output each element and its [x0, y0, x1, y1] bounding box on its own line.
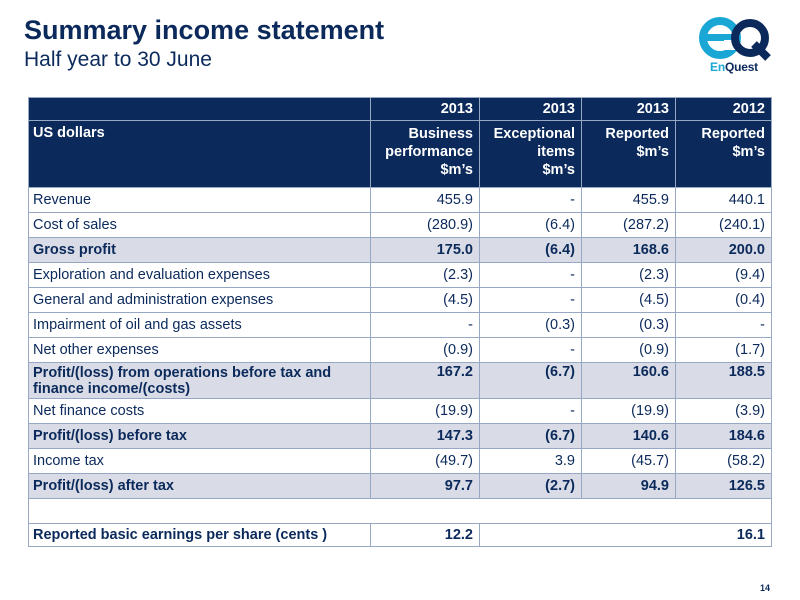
- column-header-row: US dollars Business performance $m’s Exc…: [28, 120, 772, 188]
- row-label: Profit/(loss) from operations before tax…: [28, 362, 371, 399]
- income-statement-table: 2013 2013 2013 2012 US dollars Business …: [28, 97, 772, 547]
- table-row: General and administration expenses (4.5…: [28, 287, 772, 313]
- table-row: Cost of sales (280.9) (6.4) (287.2) (240…: [28, 212, 772, 238]
- row-label: Exploration and evaluation expenses: [28, 262, 371, 288]
- enquest-logo: EnQuest: [694, 16, 774, 76]
- cell-value: (0.4): [675, 287, 772, 313]
- table-row-subtotal: Gross profit 175.0 (6.4) 168.6 200.0: [28, 237, 772, 263]
- row-label: Income tax: [28, 448, 371, 474]
- cell-value: (4.5): [370, 287, 480, 313]
- cell-value: -: [675, 312, 772, 338]
- cell-value: -: [479, 287, 582, 313]
- table-row-subtotal: Profit/(loss) before tax 147.3 (6.7) 140…: [28, 423, 772, 449]
- row-label: Cost of sales: [28, 212, 371, 238]
- year-header-row: 2013 2013 2013 2012: [28, 97, 772, 121]
- cell-value: (45.7): [581, 448, 676, 474]
- cell-value: 167.2: [370, 362, 480, 399]
- cell-value: -: [479, 262, 582, 288]
- page-title: Summary income statement: [24, 15, 385, 45]
- row-label: Reported basic earnings per share (cents…: [28, 523, 371, 547]
- cell-value: (9.4): [675, 262, 772, 288]
- column-header-exceptional-items: Exceptional items $m’s: [479, 120, 582, 188]
- cell-value: 455.9: [370, 187, 480, 213]
- eq-monogram-icon: [699, 17, 771, 61]
- table-row: Income tax (49.7) 3.9 (45.7) (58.2): [28, 448, 772, 474]
- label-column-header: US dollars: [28, 120, 371, 188]
- year-header: 2013: [581, 97, 676, 121]
- table-row-subtotal: Profit/(loss) after tax 97.7 (2.7) 94.9 …: [28, 473, 772, 499]
- cell-value: (6.4): [479, 212, 582, 238]
- row-label: Profit/(loss) before tax: [28, 423, 371, 449]
- cell-value: (49.7): [370, 448, 480, 474]
- table-row: Net finance costs (19.9) - (19.9) (3.9): [28, 398, 772, 424]
- cell-value: (0.3): [479, 312, 582, 338]
- cell-value: 160.6: [581, 362, 676, 399]
- cell-value: (0.9): [581, 337, 676, 363]
- cell-value: 94.9: [581, 473, 676, 499]
- cell-value: 97.7: [370, 473, 480, 499]
- table-row-subtotal: Profit/(loss) from operations before tax…: [28, 362, 772, 399]
- cell-value: 175.0: [370, 237, 480, 263]
- cell-value: (280.9): [370, 212, 480, 238]
- row-label: Revenue: [28, 187, 371, 213]
- table-row: Net other expenses (0.9) - (0.9) (1.7): [28, 337, 772, 363]
- year-header: 2013: [479, 97, 582, 121]
- column-header-business-performance: Business performance $m’s: [370, 120, 480, 188]
- cell-value: -: [479, 337, 582, 363]
- page-subtitle: Half year to 30 June: [24, 48, 212, 71]
- cell-value: 140.6: [581, 423, 676, 449]
- cell-value: (240.1): [675, 212, 772, 238]
- cell-value: 168.6: [581, 237, 676, 263]
- table-row-blank: [28, 498, 772, 524]
- cell-value: (19.9): [581, 398, 676, 424]
- cell-value: 440.1: [675, 187, 772, 213]
- cell-value: (2.7): [479, 473, 582, 499]
- table-row: Impairment of oil and gas assets - (0.3)…: [28, 312, 772, 338]
- year-header: 2013: [370, 97, 480, 121]
- cell-value: (6.7): [479, 423, 582, 449]
- column-header-reported-2012: Reported $m’s: [675, 120, 772, 188]
- column-header-reported-2013: Reported $m’s: [581, 120, 676, 188]
- cell-value: (6.4): [479, 237, 582, 263]
- cell-value: 126.5: [675, 473, 772, 499]
- cell-value: -: [479, 187, 582, 213]
- cell-value: (287.2): [581, 212, 676, 238]
- row-label: Impairment of oil and gas assets: [28, 312, 371, 338]
- cell-value: 3.9: [479, 448, 582, 474]
- cell-value: (2.3): [370, 262, 480, 288]
- cell-value: -: [370, 312, 480, 338]
- year-header: 2012: [675, 97, 772, 121]
- table-row: Exploration and evaluation expenses (2.3…: [28, 262, 772, 288]
- cell-value: (2.3): [581, 262, 676, 288]
- cell-value: (0.9): [370, 337, 480, 363]
- cell-value: (0.3): [581, 312, 676, 338]
- cell-value: (58.2): [675, 448, 772, 474]
- row-label: Gross profit: [28, 237, 371, 263]
- row-label: Profit/(loss) after tax: [28, 473, 371, 499]
- row-label: Net other expenses: [28, 337, 371, 363]
- row-label: Net finance costs: [28, 398, 371, 424]
- logo-wordmark: EnQuest: [710, 60, 758, 74]
- cell-value: 200.0: [675, 237, 772, 263]
- row-label: General and administration expenses: [28, 287, 371, 313]
- cell-value: (19.9): [370, 398, 480, 424]
- cell-value: 184.6: [675, 423, 772, 449]
- table-row: Revenue 455.9 - 455.9 440.1: [28, 187, 772, 213]
- cell-value: (6.7): [479, 362, 582, 399]
- blank-cell: [28, 498, 772, 524]
- cell-value: (4.5): [581, 287, 676, 313]
- cell-value: 12.2: [370, 523, 480, 547]
- cell-value: -: [479, 398, 582, 424]
- cell-value: 16.1: [479, 523, 772, 547]
- page-number: 14: [760, 583, 771, 593]
- cell-value: 455.9: [581, 187, 676, 213]
- cell-value: (1.7): [675, 337, 772, 363]
- cell-value: (3.9): [675, 398, 772, 424]
- table-row-eps: Reported basic earnings per share (cents…: [28, 523, 772, 547]
- cell-value: 188.5: [675, 362, 772, 399]
- cell-value: 147.3: [370, 423, 480, 449]
